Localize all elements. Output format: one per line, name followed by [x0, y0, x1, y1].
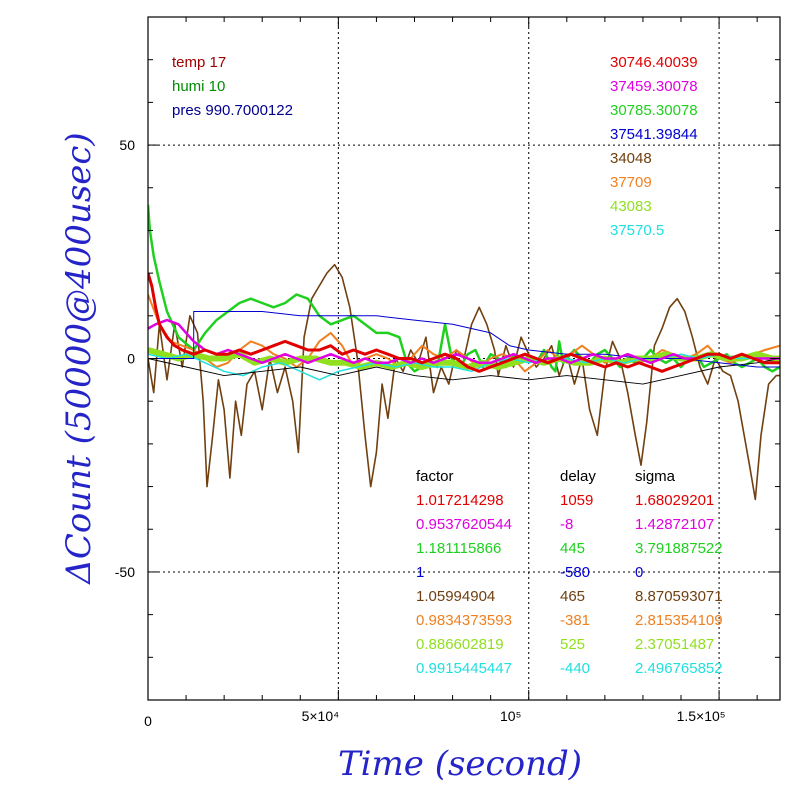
series-line — [148, 358, 780, 385]
tick-labels: 0 5×10⁴ 10⁵ 1.5×10⁵ 50 0 -50 — [115, 137, 726, 729]
legend-value: 37541.39844 — [610, 126, 698, 143]
legend-delay-cell: 445 — [560, 540, 585, 557]
legend-value: 37709 — [610, 174, 652, 191]
legend-sigma-cell: 1.42872107 — [635, 516, 714, 533]
legend-header: sigma — [635, 468, 676, 485]
legend-factor-cell: 0.9834373593 — [416, 612, 512, 629]
legend-sigma-cell: 3.791887522 — [635, 540, 723, 557]
series-line — [148, 353, 780, 381]
x-tick-label: 1.5×10⁵ — [677, 708, 726, 724]
legend-delay-cell: -8 — [560, 516, 573, 533]
legend-header: delay — [560, 468, 596, 485]
legend-header: factor — [416, 468, 454, 485]
axis-ticks — [147, 16, 780, 701]
x-axis-title: Time (second) — [338, 744, 582, 784]
series-line — [148, 272, 780, 373]
legend-value: 37459.30078 — [610, 78, 698, 95]
legend-sigma-cell: 2.815354109 — [635, 612, 723, 629]
legend-sigma-cell: 1.68029201 — [635, 492, 714, 509]
x-tick-label: 0 — [144, 713, 152, 729]
x-tick-label: 5×10⁴ — [302, 708, 340, 724]
legend-delay-cell: -381 — [560, 612, 590, 629]
y-tick-label: 0 — [127, 351, 135, 367]
x-tick-label: 10⁵ — [500, 708, 521, 724]
y-tick-label: -50 — [115, 564, 135, 580]
legend-sigma-cell: 0 — [635, 564, 643, 581]
y-axis-title: ΔCount (50000@400usec) — [59, 132, 99, 585]
legend-delay-cell: 525 — [560, 636, 585, 653]
legend-sigma-cell: 2.37051487 — [635, 636, 714, 653]
legend-value: 30746.40039 — [610, 54, 698, 71]
legend-value: 37570.5 — [610, 222, 664, 239]
env-label: humi 10 — [172, 78, 225, 95]
legend-factor-cell: 0.9915445447 — [416, 660, 512, 677]
legend-delay-cell: -440 — [560, 660, 590, 677]
legend-delay-cell: -580 — [560, 564, 590, 581]
y-tick-label: 50 — [119, 137, 135, 153]
legend-factor-cell: 0.886602819 — [416, 636, 504, 653]
env-label: temp 17 — [172, 54, 226, 71]
legend-value: 43083 — [610, 198, 652, 215]
legend-sigma-cell: 8.870593071 — [635, 588, 723, 605]
series-line — [148, 318, 780, 365]
legend-factor-cell: 1 — [416, 564, 424, 581]
legend-factor-cell: 0.9537620544 — [416, 516, 512, 533]
legend-factor-cell: 1.181115866 — [416, 540, 501, 557]
legend-factor-cell: 1.017214298 — [416, 492, 504, 509]
legend-values: 30746.40039 37459.30078 30785.30078 37541.3… — [610, 54, 698, 239]
legend-table: factor delay sigma 1.017214298 1059 1.6802920… — [416, 468, 723, 677]
env-label: pres 990.7000122 — [172, 102, 293, 119]
series-layer — [148, 204, 780, 501]
legend-factor-cell: 1.05994904 — [416, 588, 495, 605]
legend-delay-cell: 465 — [560, 588, 585, 605]
legend-sigma-cell: 2.496765852 — [635, 660, 723, 677]
env-info: temp 17 humi 10 pres 990.7000122 — [172, 54, 293, 119]
legend-delay-cell: 1059 — [560, 492, 593, 509]
legend-value: 34048 — [610, 150, 652, 167]
legend-value: 30785.30078 — [610, 102, 698, 119]
series-line — [148, 311, 780, 368]
